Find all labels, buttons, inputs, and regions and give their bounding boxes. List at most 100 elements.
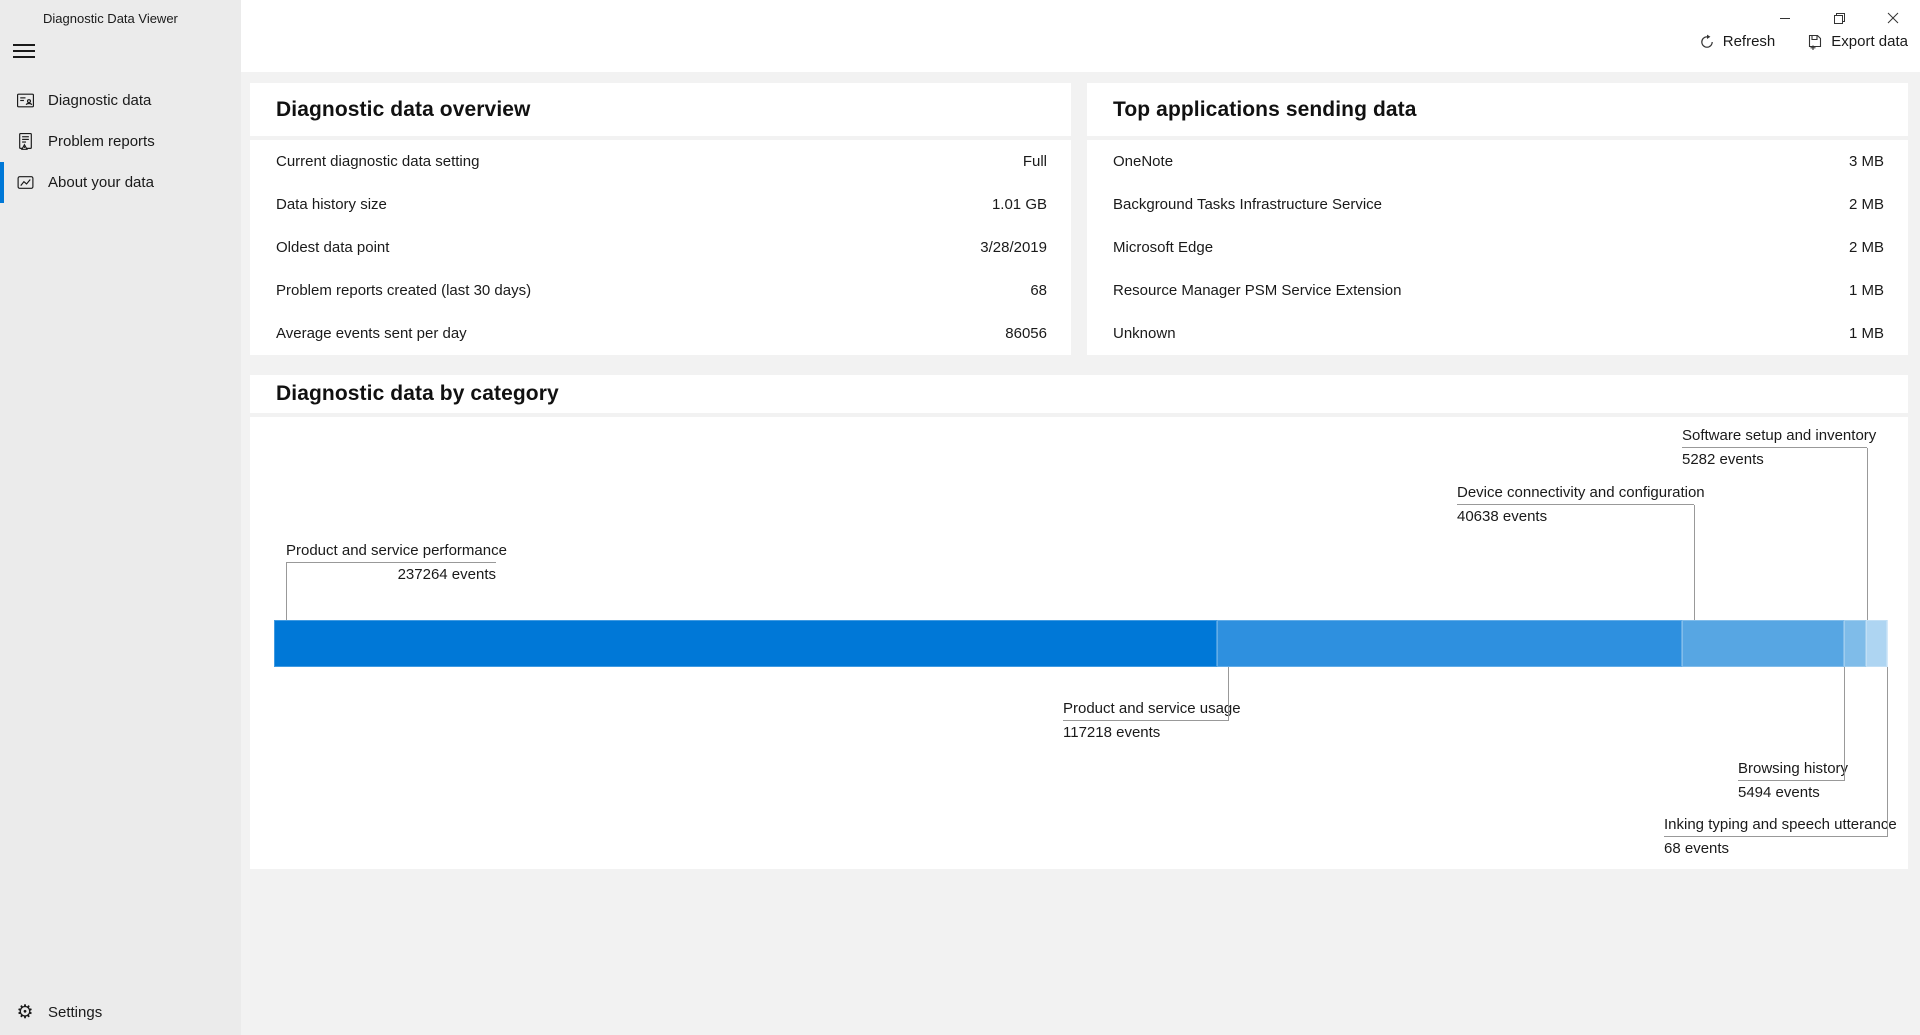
- export-data-button[interactable]: Export data: [1807, 33, 1908, 50]
- row-label: OneNote: [1113, 153, 1174, 170]
- bar-segment-product-and-service-usage: [1216, 620, 1683, 667]
- row-value: 2 MB: [1848, 196, 1884, 213]
- category-events: 5494 events: [1738, 784, 1820, 801]
- chart-label-product-service-performance: Product and service performance 237264 e…: [286, 542, 507, 583]
- card-title: Diagnostic data overview: [276, 97, 531, 121]
- toolbar: Refresh Export data: [1699, 33, 1908, 50]
- selected-indicator: [0, 121, 4, 162]
- top-app-row: Microsoft Edge 2 MB: [1087, 226, 1908, 269]
- refresh-icon: [1700, 34, 1713, 48]
- row-value: 1 MB: [1848, 325, 1884, 342]
- overview-row: Data history size 1.01 GB: [250, 183, 1071, 226]
- bar-segment-software-setup-and-inventory: [1865, 620, 1887, 667]
- sidebar-item-settings[interactable]: ⚙ Settings: [0, 992, 241, 1033]
- sidebar-item-label: About your data: [48, 174, 154, 191]
- sidebar-item-about-your-data[interactable]: About your data: [0, 162, 241, 203]
- category-name: Browsing history: [1738, 760, 1848, 781]
- sidebar-item-problem-reports[interactable]: Problem reports: [0, 121, 241, 162]
- about-your-data-icon: [15, 173, 35, 193]
- callout-line: [1694, 505, 1695, 620]
- sidebar-bottom: ⚙ Settings: [0, 992, 241, 1033]
- bar-segment-product-and-service-performance: [274, 620, 1217, 667]
- top-app-row: Resource Manager PSM Service Extension 1 …: [1087, 269, 1908, 312]
- row-label: Resource Manager PSM Service Extension: [1113, 282, 1402, 299]
- overview-row: Average events sent per day 86056: [250, 312, 1071, 355]
- callout-line: [1887, 667, 1888, 837]
- callout-line: [1844, 667, 1845, 781]
- diagnostic-data-icon: [15, 91, 35, 111]
- category-events: 40638 events: [1457, 508, 1548, 525]
- card-divider: [250, 413, 1908, 417]
- row-label: Microsoft Edge: [1113, 239, 1214, 256]
- top-bar: Refresh Export data: [241, 0, 1920, 72]
- row-value: 1.01 GB: [991, 196, 1047, 213]
- hamburger-menu-button[interactable]: [11, 40, 37, 62]
- card-divider: [1087, 136, 1908, 140]
- close-button[interactable]: [1878, 6, 1908, 30]
- category-name: Software setup and inventory: [1682, 427, 1876, 448]
- diagnostic-data-by-category-card: Diagnostic data by category Software set…: [250, 375, 1908, 869]
- diagnostic-data-overview-card: Diagnostic data overview Current diagnos…: [250, 83, 1071, 355]
- bar-segment-device-connectivity-and-configuration: [1682, 620, 1844, 667]
- row-label: Data history size: [276, 196, 387, 213]
- settings-gear-icon: ⚙: [16, 1002, 34, 1023]
- category-events: 68 events: [1664, 840, 1730, 857]
- sidebar-nav: Diagnostic data Problem reports: [0, 80, 241, 203]
- overview-row: Current diagnostic data setting Full: [250, 140, 1071, 183]
- category-name: Device connectivity and configuration: [1457, 484, 1705, 505]
- sidebar-item-label: Settings: [48, 1004, 103, 1021]
- category-name: Inking typing and speech utterance: [1664, 816, 1897, 837]
- sidebar-item-label: Diagnostic data: [48, 92, 152, 109]
- minimize-button[interactable]: [1770, 6, 1800, 30]
- restore-button[interactable]: [1824, 6, 1854, 30]
- problem-reports-icon: [15, 132, 35, 152]
- card-title: Top applications sending data: [1113, 97, 1417, 121]
- category-events: 237264 events: [397, 566, 496, 583]
- row-value: 2 MB: [1848, 239, 1884, 256]
- minimize-icon: [1780, 18, 1790, 19]
- callout-line: [1867, 448, 1868, 620]
- row-value: 86056: [1005, 325, 1047, 342]
- selected-indicator: [0, 992, 4, 1033]
- row-label: Average events sent per day: [276, 325, 467, 342]
- row-value: 68: [1030, 282, 1047, 299]
- chart-label-device-connectivity: Device connectivity and configuration 40…: [1457, 484, 1705, 525]
- row-value: 3 MB: [1848, 153, 1884, 170]
- category-stacked-bar: [274, 620, 1887, 667]
- refresh-button[interactable]: Refresh: [1699, 33, 1776, 50]
- chart-label-browsing-history: Browsing history 5494 events: [1738, 760, 1848, 801]
- bar-segment-browsing-history: [1843, 620, 1866, 667]
- selected-indicator: [0, 162, 4, 203]
- overview-row: Oldest data point 3/28/2019: [250, 226, 1071, 269]
- card-title: Diagnostic data by category: [276, 382, 559, 405]
- category-name: Product and service performance: [286, 542, 507, 563]
- callout-line: [1228, 667, 1229, 721]
- category-name: Product and service usage: [1063, 700, 1241, 721]
- row-label: Oldest data point: [276, 239, 390, 256]
- sidebar-item-diagnostic-data[interactable]: Diagnostic data: [0, 80, 241, 121]
- row-label: Unknown: [1113, 325, 1176, 342]
- export-data-icon: [1809, 34, 1822, 50]
- category-events: 117218 events: [1063, 724, 1161, 741]
- refresh-label: Refresh: [1722, 33, 1776, 50]
- row-label: Background Tasks Infrastructure Service: [1113, 196, 1383, 213]
- sidebar: Diagnostic Data Viewer Diagnostic data: [0, 0, 241, 1035]
- callout-line: [286, 563, 287, 620]
- row-label: Current diagnostic data setting: [276, 153, 480, 170]
- restore-icon: [1833, 12, 1845, 24]
- row-value: 1 MB: [1848, 282, 1884, 299]
- row-value: 3/28/2019: [980, 239, 1047, 256]
- close-icon: [1887, 12, 1899, 24]
- selected-indicator: [0, 80, 4, 121]
- export-data-label: Export data: [1831, 33, 1908, 50]
- card-divider: [250, 136, 1071, 140]
- window-controls: [1770, 6, 1908, 30]
- top-app-row: Background Tasks Infrastructure Service 2…: [1087, 183, 1908, 226]
- chart-label-product-service-usage: Product and service usage 117218 events: [1063, 700, 1241, 741]
- row-value: Full: [1022, 153, 1047, 170]
- top-applications-card: Top applications sending data OneNote 3 M…: [1087, 83, 1908, 355]
- app-title: Diagnostic Data Viewer: [43, 11, 178, 26]
- top-app-row: Unknown 1 MB: [1087, 312, 1908, 355]
- row-label: Problem reports created (last 30 days): [276, 282, 532, 299]
